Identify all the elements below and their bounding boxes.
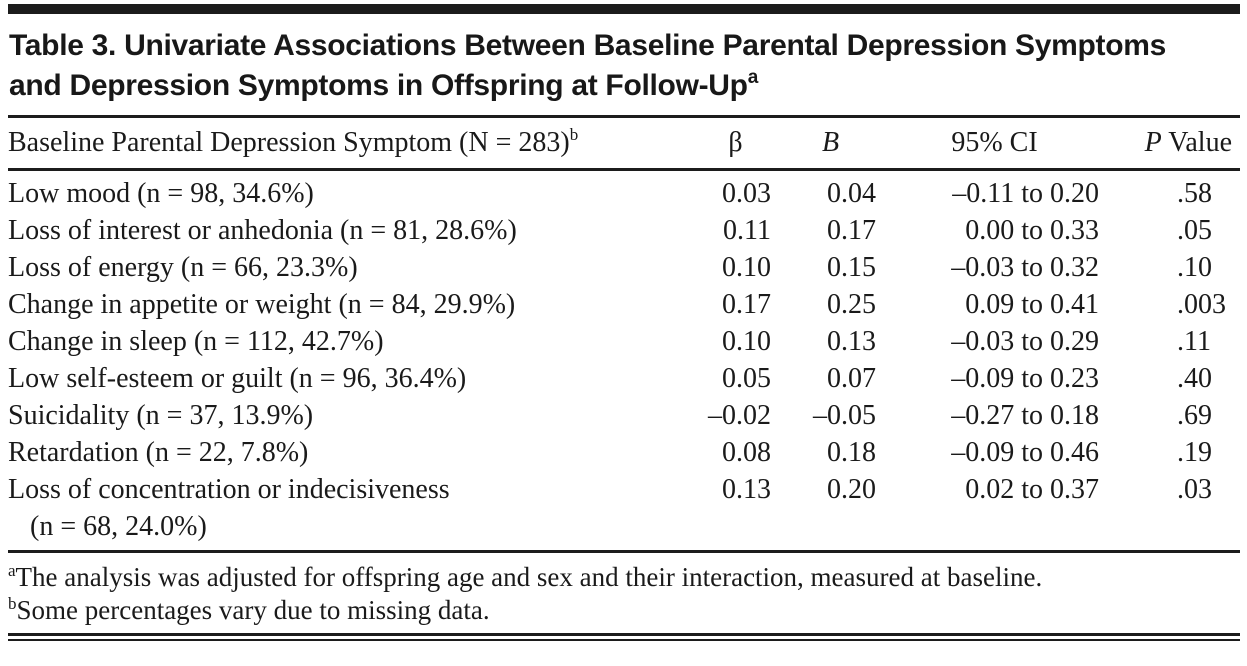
cell-beta: 0.10 (722, 252, 771, 283)
cell-p-value: .10 (1177, 252, 1212, 283)
cell-symptom: Change in appetite or weight (n = 84, 29… (8, 289, 516, 320)
cell-symptom: Suicidality (n = 37, 13.9%) (8, 400, 314, 431)
footnote-a-text: The analysis was adjusted for offspring … (15, 562, 1043, 592)
cell-p-value: .03 (1177, 474, 1212, 505)
cell-p-value: .58 (1177, 178, 1212, 209)
col-header-b: B (783, 116, 888, 171)
cell-beta: 0.13 (722, 474, 771, 505)
table-header: Baseline Parental Depression Symptom (N … (8, 116, 1240, 171)
footnote-b-marker: b (8, 594, 17, 613)
cell-ci: –0.09 to 0.46 (951, 437, 1099, 468)
top-rule (8, 4, 1240, 14)
table-row: Loss of energy (n = 66, 23.3%) 0.10 0.15… (8, 249, 1240, 286)
cell-p-value: .69 (1177, 400, 1212, 431)
col-header-symptom-label: Baseline Parental Depression Symptom (N … (8, 127, 570, 158)
cell-p-value: .11 (1177, 326, 1211, 357)
cell-p-value: .19 (1177, 437, 1212, 468)
cell-symptom: Loss of energy (n = 66, 23.3%) (8, 252, 358, 283)
col-header-p-italic: P (1144, 127, 1162, 158)
col-header-symptom-superscript: b (569, 125, 579, 144)
cell-symptom: Retardation (n = 22, 7.8%) (8, 437, 309, 468)
cell-symptom: Change in sleep (n = 112, 42.7%) (8, 326, 384, 357)
cell-b: 0.18 (827, 437, 876, 468)
table-row: Low self-esteem or guilt (n = 96, 36.4%)… (8, 360, 1240, 397)
data-table: Baseline Parental Depression Symptom (N … (8, 115, 1240, 553)
cell-p-value: .40 (1177, 363, 1212, 394)
cell-symptom: Loss of concentration or indecisiveness (… (8, 471, 698, 552)
cell-beta: 0.11 (723, 215, 771, 246)
table-row: Suicidality (n = 37, 13.9%) –0.02 –0.05 … (8, 397, 1240, 434)
col-header-p-rest: Value (1161, 127, 1232, 158)
cell-ci: –0.27 to 0.18 (951, 400, 1099, 431)
table-row: Change in sleep (n = 112, 42.7%) 0.10 0.… (8, 323, 1240, 360)
cell-beta: 0.10 (722, 326, 771, 357)
cell-b: 0.13 (827, 326, 876, 357)
cell-ci: –0.03 to 0.32 (951, 252, 1099, 283)
footnote-a: aThe analysis was adjusted for offspring… (8, 561, 1182, 594)
footnote-b-text: Some percentages vary due to missing dat… (16, 595, 490, 625)
table-row: Loss of interest or anhedonia (n = 81, 2… (8, 212, 1240, 249)
cell-b: –0.05 (813, 400, 876, 431)
footnote-b: bSome percentages vary due to missing da… (8, 594, 1182, 627)
table-title: Table 3. Univariate Associations Between… (9, 26, 1179, 106)
cell-beta: –0.02 (708, 400, 771, 431)
cell-b: 0.17 (827, 215, 876, 246)
cell-b: 0.20 (827, 474, 876, 505)
cell-ci: 0.09 to 0.41 (965, 289, 1099, 320)
cell-ci: 0.02 to 0.37 (965, 474, 1099, 505)
cell-ci: –0.03 to 0.29 (951, 326, 1099, 357)
cell-b: 0.07 (827, 363, 876, 394)
cell-beta: 0.17 (722, 289, 771, 320)
cell-p-value: .003 (1177, 289, 1226, 320)
cell-ci: 0.00 to 0.33 (965, 215, 1099, 246)
table-row: Low mood (n = 98, 34.6%) 0.03 0.04 –0.11… (8, 170, 1240, 213)
table-row: Retardation (n = 22, 7.8%) 0.08 0.18 –0.… (8, 434, 1240, 471)
cell-b: 0.04 (827, 178, 876, 209)
table-title-text: Table 3. Univariate Associations Between… (9, 29, 1167, 102)
col-header-p-value: P Value (1113, 116, 1240, 171)
cell-symptom: Low mood (n = 98, 34.6%) (8, 178, 314, 209)
cell-symptom-line1: Loss of concentration or indecisiveness (8, 474, 450, 505)
cell-p-value: .05 (1177, 215, 1212, 246)
table-body: Low mood (n = 98, 34.6%) 0.03 0.04 –0.11… (8, 170, 1240, 552)
footnote-a-marker: a (8, 561, 16, 580)
cell-symptom-line2: (n = 68, 24.0%) (30, 511, 207, 542)
cell-beta: 0.05 (722, 363, 771, 394)
table-row: Change in appetite or weight (n = 84, 29… (8, 286, 1240, 323)
table-title-superscript: a (747, 67, 759, 88)
cell-b: 0.15 (827, 252, 876, 283)
col-header-symptom: Baseline Parental Depression Symptom (N … (8, 116, 698, 171)
cell-ci: –0.09 to 0.23 (951, 363, 1099, 394)
table-row: Loss of concentration or indecisiveness (… (8, 471, 1240, 552)
bottom-rule (8, 633, 1240, 641)
header-row: Baseline Parental Depression Symptom (N … (8, 116, 1240, 171)
footnotes: aThe analysis was adjusted for offspring… (8, 561, 1240, 627)
cell-beta: 0.08 (722, 437, 771, 468)
col-header-beta: β (698, 116, 783, 171)
cell-symptom: Loss of interest or anhedonia (n = 81, 2… (8, 215, 517, 246)
cell-ci: –0.11 to 0.20 (952, 178, 1099, 209)
cell-symptom: Low self-esteem or guilt (n = 96, 36.4%) (8, 363, 467, 394)
cell-b: 0.25 (827, 289, 876, 320)
col-header-ci: 95% CI (888, 116, 1113, 171)
cell-beta: 0.03 (722, 178, 771, 209)
